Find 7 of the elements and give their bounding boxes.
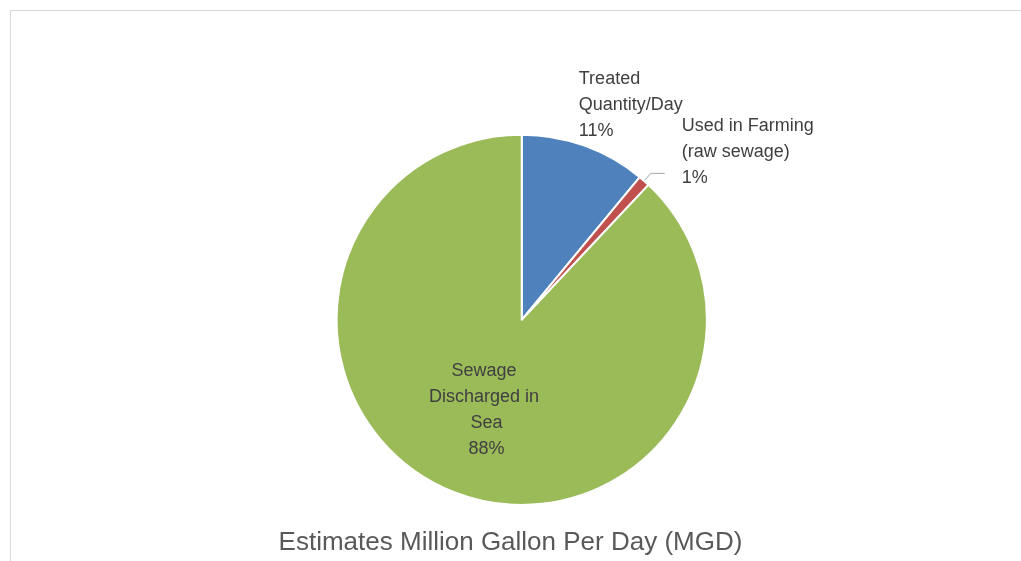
data-label: 88% [468, 437, 505, 458]
text: Estimates Million Gallon Per Day (MGD) [278, 526, 743, 556]
slice-label: Sewage Discharged in Sea [429, 359, 545, 432]
slice-label: Used in Farming (raw sewage) [681, 115, 819, 162]
data-label: 1% [681, 167, 708, 188]
slice-label: Treated Quantity/Day [578, 67, 683, 114]
data-label: 11% [578, 119, 614, 140]
